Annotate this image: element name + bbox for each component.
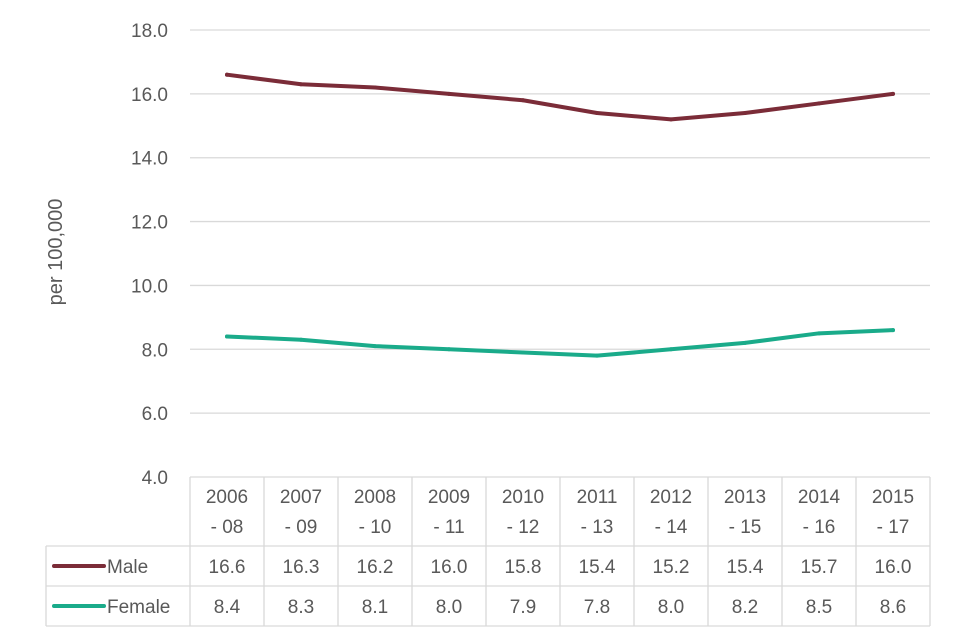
data-label-female: 8.0 [436, 597, 462, 618]
data-label-male: 16.3 [283, 557, 320, 578]
x-tick-label-range: - 14 [655, 517, 688, 538]
series-line-male [225, 72, 895, 122]
x-tick-label: 2011 [577, 487, 618, 508]
y-tick-label: 12.0 [131, 213, 168, 234]
data-label-male: 15.4 [727, 557, 764, 578]
y-tick-label: 4.0 [142, 468, 168, 489]
data-label-female: 7.8 [584, 597, 610, 618]
data-table: 2006 - 08 2007 - 09 2008 - 10 2009 - 11 2010 - 12… [45, 476, 931, 627]
data-point-female [817, 331, 821, 336]
x-tick-label: 2009 [428, 487, 470, 508]
x-tick-label-range: - 13 [581, 517, 614, 538]
data-point-male [669, 117, 673, 122]
data-point-male [891, 91, 895, 96]
data-point-male [447, 91, 451, 96]
y-tick-label: 6.0 [142, 404, 168, 425]
data-point-female [669, 347, 673, 352]
x-tick-label: 2012 [650, 487, 692, 508]
data-point-male [373, 85, 377, 90]
y-tick-label: 14.0 [131, 149, 168, 170]
data-label-male: 16.2 [357, 557, 394, 578]
legend-label-male: Male [107, 557, 148, 578]
x-tick-label: 2007 [280, 487, 322, 508]
data-point-male [817, 101, 821, 106]
x-tick-label-range: - 15 [729, 517, 762, 538]
data-point-male [521, 98, 525, 103]
data-point-female [891, 328, 895, 333]
data-label-female: 8.6 [880, 597, 906, 618]
legend-label-female: Female [107, 597, 170, 618]
data-point-female [373, 344, 377, 349]
x-tick-label: 2014 [798, 487, 841, 508]
x-tick-label: 2013 [724, 487, 766, 508]
data-point-female [225, 334, 229, 339]
y-tick-label: 10.0 [131, 276, 168, 297]
x-tick-label-range: - 09 [285, 517, 318, 538]
x-tick-label: 2008 [354, 487, 396, 508]
x-tick-label: 2006 [206, 487, 248, 508]
data-label-female: 8.3 [288, 597, 314, 618]
data-label-male: 15.4 [579, 557, 616, 578]
data-point-female [299, 337, 303, 342]
data-point-male [225, 72, 229, 77]
data-label-male: 16.0 [875, 557, 912, 578]
y-axis-label: per 100,000 [45, 199, 67, 306]
data-point-male [743, 111, 747, 116]
data-label-male: 16.0 [431, 557, 468, 578]
data-label-male: 16.6 [209, 557, 246, 578]
data-label-male: 15.8 [505, 557, 542, 578]
series-lines [225, 72, 895, 358]
data-label-female: 8.0 [658, 597, 684, 618]
gridlines [190, 29, 930, 414]
x-tick-label-range: - 17 [877, 517, 910, 538]
data-point-female [595, 353, 599, 358]
data-label-female: 7.9 [510, 597, 536, 618]
data-point-male [299, 82, 303, 87]
x-tick-label-range: - 08 [211, 517, 244, 538]
data-label-male: 15.2 [653, 557, 690, 578]
data-label-female: 8.2 [732, 597, 758, 618]
data-label-male: 15.7 [801, 557, 838, 578]
x-tick-label: 2015 [872, 487, 914, 508]
y-axis-ticks: 4.0 6.0 8.0 10.0 12.0 14.0 16.0 18.0 [131, 21, 168, 489]
x-tick-label-range: - 16 [803, 517, 836, 538]
data-point-female [743, 340, 747, 345]
data-point-male [595, 111, 599, 116]
data-label-female: 8.5 [806, 597, 832, 618]
y-tick-label: 18.0 [131, 21, 168, 42]
x-tick-label-range: - 10 [359, 517, 392, 538]
y-tick-label: 8.0 [142, 340, 168, 361]
x-tick-label-range: - 11 [433, 517, 464, 538]
x-tick-label-range: - 12 [507, 517, 540, 538]
data-point-female [447, 347, 451, 352]
x-tick-label: 2010 [502, 487, 544, 508]
series-line-female [225, 328, 895, 358]
data-label-female: 8.1 [362, 597, 388, 618]
data-point-female [521, 350, 525, 355]
y-tick-label: 16.0 [131, 85, 168, 106]
data-label-female: 8.4 [214, 597, 241, 618]
